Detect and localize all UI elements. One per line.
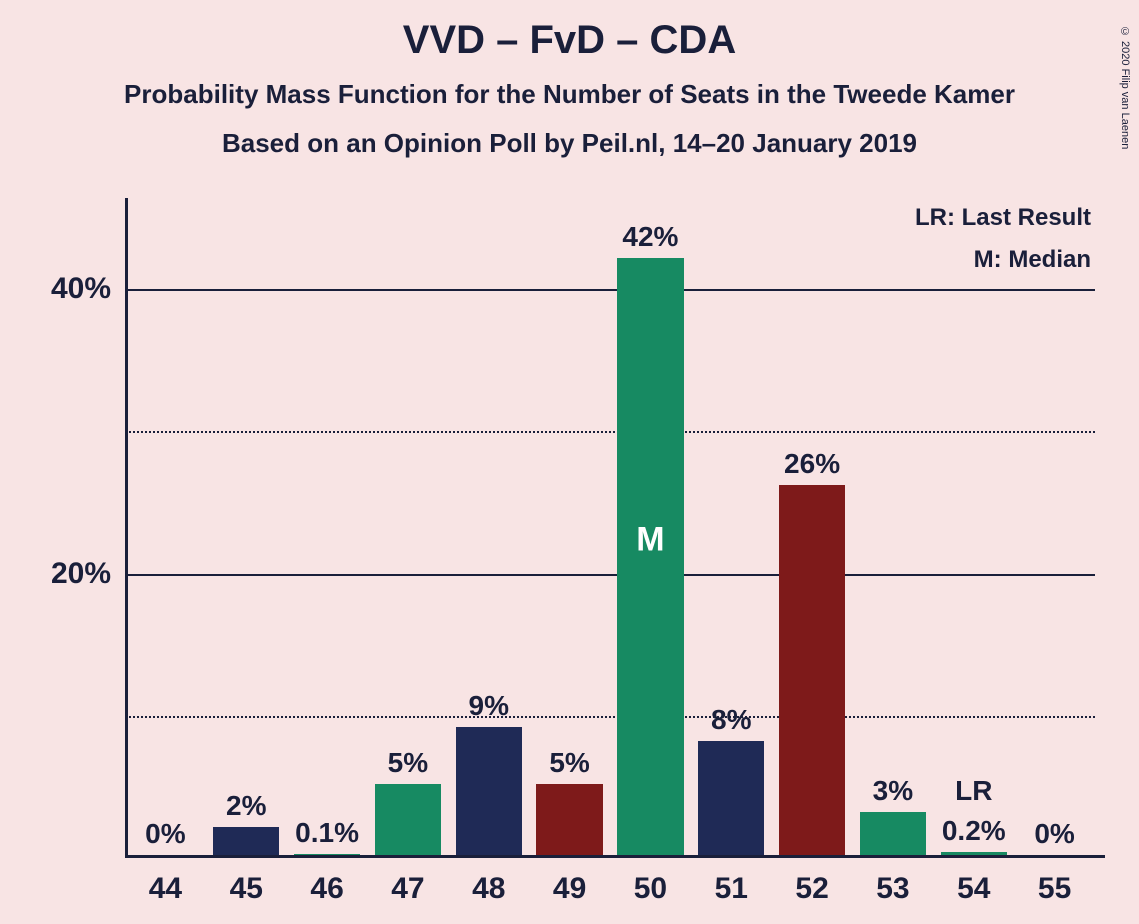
x-tick-label: 54	[957, 858, 990, 906]
gridline	[125, 574, 1095, 576]
y-tick-label: 40%	[51, 272, 125, 306]
bar-value-label: 5%	[549, 747, 589, 779]
bar	[375, 784, 441, 855]
gridline-minor	[125, 716, 1095, 718]
x-tick-label: 53	[876, 858, 909, 906]
y-axis	[125, 198, 128, 858]
x-tick-label: 45	[230, 858, 263, 906]
bar	[860, 812, 926, 855]
chart-subtitle-2: Based on an Opinion Poll by Peil.nl, 14–…	[0, 128, 1139, 159]
bar-value-label: 26%	[784, 448, 840, 480]
bar	[536, 784, 602, 855]
chart-title: VVD – FvD – CDA	[0, 18, 1139, 63]
bar	[779, 485, 845, 855]
bar	[698, 741, 764, 855]
legend-m: M: Median	[915, 246, 1091, 274]
gridline-minor	[125, 431, 1095, 433]
bar	[213, 827, 279, 855]
lr-marker: LR	[955, 775, 992, 807]
x-tick-label: 52	[795, 858, 828, 906]
gridline	[125, 289, 1095, 291]
x-tick-label: 47	[391, 858, 424, 906]
bar-value-label: 9%	[469, 690, 509, 722]
plot-area: 20%40%4445464748495051525354550%2%0.1%5%…	[125, 218, 1095, 858]
x-tick-label: 49	[553, 858, 586, 906]
bar-value-label: 0%	[1034, 818, 1074, 850]
legend-lr: LR: Last Result	[915, 204, 1091, 232]
x-tick-label: 55	[1038, 858, 1071, 906]
bar-chart: 20%40%4445464748495051525354550%2%0.1%5%…	[125, 218, 1095, 858]
x-tick-label: 48	[472, 858, 505, 906]
bar-value-label: 8%	[711, 704, 751, 736]
bar-value-label: 42%	[622, 221, 678, 253]
bar-value-label: 0.1%	[295, 817, 359, 849]
chart-subtitle-1: Probability Mass Function for the Number…	[0, 79, 1139, 110]
x-tick-label: 50	[634, 858, 667, 906]
bar-value-label: 0%	[145, 818, 185, 850]
copyright-text: © 2020 Filip van Laenen	[1119, 26, 1131, 149]
bar-value-label: 5%	[388, 747, 428, 779]
x-tick-label: 44	[149, 858, 182, 906]
bar-value-label: 0.2%	[942, 815, 1006, 847]
bar	[456, 727, 522, 855]
bar	[294, 854, 360, 855]
y-tick-label: 20%	[51, 557, 125, 591]
bar-value-label: 2%	[226, 790, 266, 822]
x-tick-label: 46	[310, 858, 343, 906]
x-tick-label: 51	[715, 858, 748, 906]
bar-value-label: 3%	[873, 775, 913, 807]
legend: LR: Last Result M: Median	[915, 204, 1091, 274]
bar	[941, 852, 1007, 855]
median-marker: M	[636, 521, 664, 560]
